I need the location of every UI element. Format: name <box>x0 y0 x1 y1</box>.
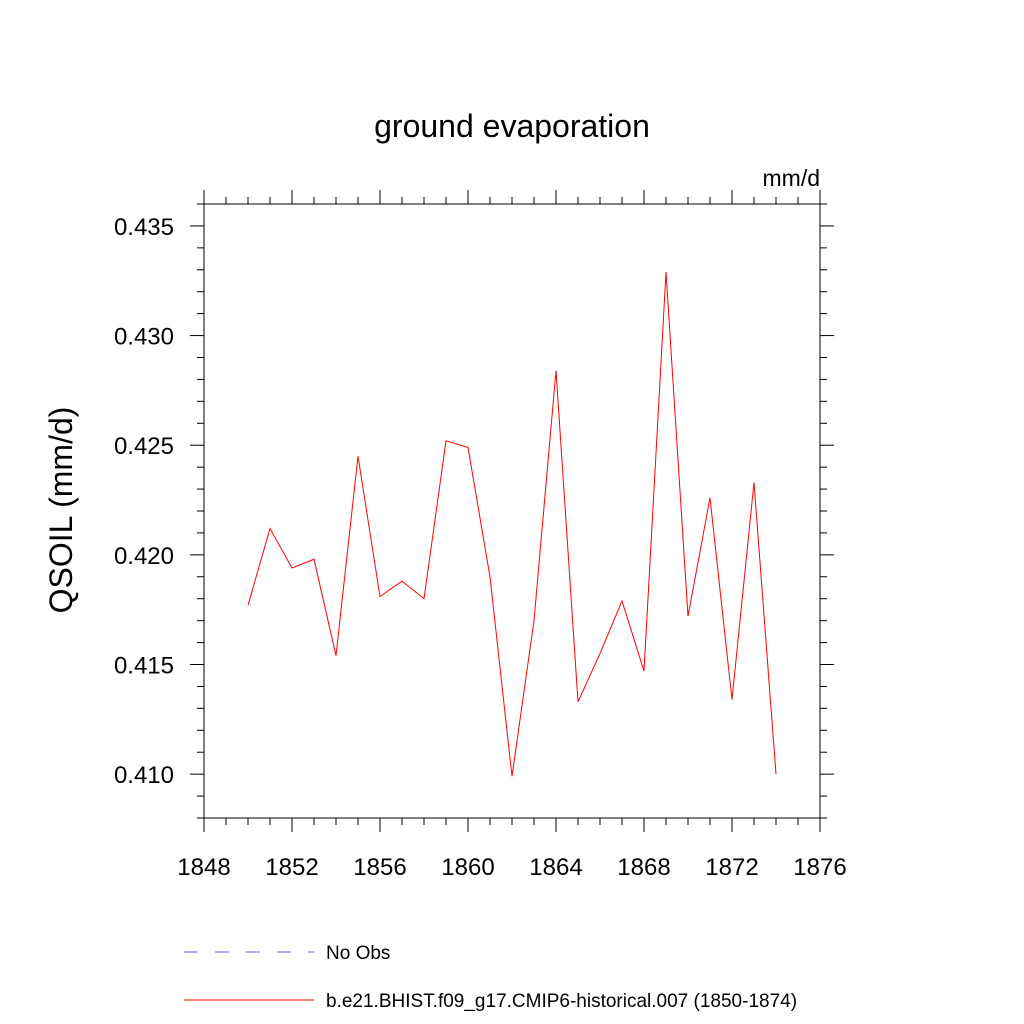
y-tick-label: 0.430 <box>114 324 174 351</box>
legend: No Obs b.e21.BHIST.f09_g17.CMIP6-historic… <box>184 943 797 1012</box>
y-tick-label: 0.435 <box>114 214 174 241</box>
chart-title: ground evaporation <box>374 108 650 144</box>
x-tick-label: 1860 <box>441 854 494 881</box>
axis-ticks: 1848 1852 1856 1860 1864 1868 1872 1876 0.410 0.4… <box>114 190 847 881</box>
y-axis-label: QSOIL (mm/d) <box>43 407 79 614</box>
series-line <box>247 271 777 777</box>
x-tick-label: 1876 <box>793 854 846 881</box>
x-tick-label: 1856 <box>353 854 406 881</box>
y-tick-label: 0.415 <box>114 653 174 680</box>
x-tick-label: 1852 <box>265 854 318 881</box>
x-tick-label: 1848 <box>177 854 230 881</box>
y-tick-label: 0.420 <box>114 543 174 570</box>
x-tick-label: 1864 <box>529 854 582 881</box>
units-label: mm/d <box>763 165 821 191</box>
plot-frame <box>203 203 821 819</box>
x-tick-label: 1868 <box>617 854 670 881</box>
y-tick-label: 0.410 <box>114 762 174 789</box>
x-tick-label: 1872 <box>705 854 758 881</box>
legend-label: No Obs <box>326 943 390 964</box>
legend-label: b.e21.BHIST.f09_g17.CMIP6-historical.007… <box>326 991 797 1012</box>
data-series <box>247 271 777 777</box>
y-tick-label: 0.425 <box>114 433 174 460</box>
